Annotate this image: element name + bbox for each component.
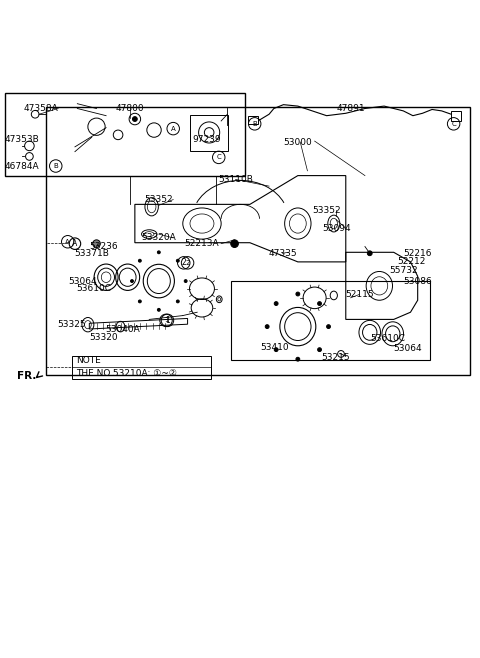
Circle shape [93, 240, 100, 247]
Text: 53040A: 53040A [106, 326, 140, 334]
Text: 47335: 47335 [268, 249, 297, 258]
Text: 47358A: 47358A [24, 104, 59, 113]
Text: 53064: 53064 [393, 343, 421, 353]
Circle shape [231, 240, 239, 247]
Circle shape [138, 259, 141, 262]
Text: 97239: 97239 [192, 135, 221, 144]
Circle shape [176, 300, 179, 303]
Circle shape [184, 280, 187, 282]
Text: 53064: 53064 [68, 276, 96, 286]
Bar [190, 114, 228, 151]
Text: FR.: FR. [17, 371, 37, 381]
Text: 53215: 53215 [321, 353, 349, 363]
Text: C: C [451, 121, 456, 127]
Text: 53610C: 53610C [77, 284, 112, 293]
Text: THE NO.53210A: ①~②: THE NO.53210A: ①~② [76, 369, 178, 378]
Circle shape [274, 347, 278, 351]
Text: 53352: 53352 [312, 205, 341, 215]
Circle shape [318, 347, 322, 351]
Text: 55732: 55732 [389, 266, 418, 275]
Circle shape [138, 300, 141, 303]
Bar [5, 93, 245, 176]
Text: 53320A: 53320A [142, 234, 176, 242]
Circle shape [157, 251, 160, 254]
Text: B: B [53, 163, 58, 169]
Text: 53610C: 53610C [371, 334, 406, 343]
Text: 47800: 47800 [116, 104, 144, 113]
Text: 52212: 52212 [398, 257, 426, 266]
Bar [248, 116, 258, 124]
Text: 46784A: 46784A [5, 161, 39, 170]
Text: 53086: 53086 [403, 276, 432, 286]
Circle shape [367, 251, 372, 256]
Circle shape [265, 324, 269, 328]
Text: 53320: 53320 [89, 333, 118, 342]
Circle shape [296, 292, 300, 296]
Text: A: A [72, 239, 78, 248]
Text: 47353B: 47353B [5, 135, 39, 144]
Text: 52115: 52115 [345, 290, 373, 299]
Text: A: A [171, 126, 176, 132]
Text: B: B [252, 121, 257, 127]
Text: 53352: 53352 [144, 195, 173, 204]
Text: 52216: 52216 [403, 249, 432, 258]
Bar [451, 111, 461, 121]
Text: 53410: 53410 [261, 343, 289, 352]
Text: 53110B: 53110B [218, 175, 253, 184]
Circle shape [326, 324, 330, 328]
Bar [231, 281, 430, 360]
Circle shape [132, 116, 137, 122]
Text: NOTE: NOTE [76, 357, 101, 365]
Text: 1: 1 [164, 317, 168, 323]
Circle shape [131, 280, 133, 282]
Text: 1: 1 [165, 316, 170, 325]
Text: 53325: 53325 [57, 320, 86, 329]
Bar [46, 107, 470, 374]
Bar [72, 357, 211, 379]
Text: 52213A: 52213A [185, 239, 219, 248]
Text: 2: 2 [181, 259, 186, 267]
Text: C: C [216, 155, 221, 161]
Text: 53000: 53000 [284, 138, 312, 147]
Circle shape [157, 309, 160, 311]
Circle shape [274, 301, 278, 305]
Circle shape [176, 259, 179, 262]
Text: 2: 2 [185, 260, 190, 266]
Text: 47891: 47891 [336, 104, 365, 113]
Circle shape [318, 301, 322, 305]
Text: 53236: 53236 [89, 242, 118, 251]
Text: A: A [65, 239, 70, 245]
Circle shape [296, 357, 300, 361]
Text: 53371B: 53371B [74, 249, 109, 258]
Text: 53094: 53094 [322, 224, 350, 233]
